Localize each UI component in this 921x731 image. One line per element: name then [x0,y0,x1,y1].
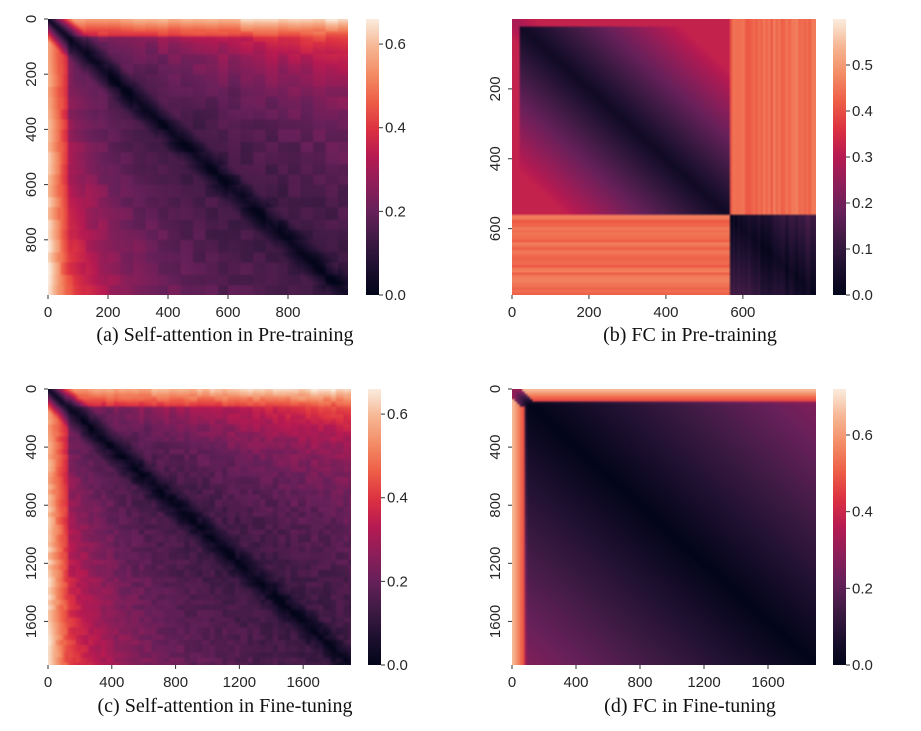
panel-caption: (a) Self-attention in Pre-training [96,324,353,346]
colorbar-tick-label: 0.4 [387,490,408,507]
colorbar-tick-label: 0.2 [387,573,408,590]
x-tick-label: 200 [95,304,120,321]
x-tick-label: 600 [215,304,240,321]
x-tick-label: 0 [44,304,52,321]
y-tick-label: 1600 [23,605,40,638]
y-tick-label: 600 [487,216,504,241]
panel-caption: (c) Self-attention in Fine-tuning [98,695,353,717]
colorbar-tick-label: 0.2 [852,195,873,212]
y-tick-label: 1200 [23,547,40,580]
x-tick-label: 400 [653,304,678,321]
x-tick-label: 800 [275,304,300,321]
colorbar-tick-label: 0.1 [852,241,873,258]
colorbar-tick-label: 0.2 [385,203,406,220]
y-tick-label: 600 [23,172,40,197]
colorbar-tick-label: 0.0 [385,287,406,304]
y-tick-label: 800 [23,493,40,518]
y-tick-label: 400 [487,435,504,460]
colorbar-tick-label: 0.4 [385,120,406,137]
colorbar-tick-label: 0.0 [852,287,873,304]
y-tick-label: 1200 [487,547,504,580]
colorbar-tick-label: 0.4 [852,504,873,521]
heatmap-cells-b [512,19,816,295]
x-tick-label: 0 [508,674,516,691]
y-tick-label: 800 [487,493,504,518]
heatmap-panel-a: 0 200 400 600 800 0 200 400 600 800 0.0 0.2 0.4 0.6 (a… [23,15,406,346]
y-tick-label: 0 [23,385,40,393]
colorbar-tick-label: 0.0 [387,657,408,674]
y-tick-label: 200 [487,76,504,101]
y-tick-label: 800 [23,227,40,252]
x-tick-label: 1200 [223,674,256,691]
x-tick-label: 200 [576,304,601,321]
colorbar-gradient [368,389,381,665]
panel-caption: (b) FC in Pre-training [603,324,777,346]
heatmap-panel-d: 0 400 800 1200 1600 0 400 800 1200 1600 0.0 0.2 0.4 0… [487,385,873,717]
x-tick-label: 1600 [286,674,319,691]
y-tick-label: 400 [487,146,504,171]
x-tick-label: 0 [508,304,516,321]
colorbar-tick-label: 0.2 [852,580,873,597]
x-tick-label: 1600 [751,674,784,691]
x-tick-label: 400 [563,674,588,691]
x-tick-label: 600 [730,304,755,321]
y-tick-label: 200 [23,62,40,87]
colorbar-tick-label: 0.0 [852,657,873,674]
y-tick-label: 0 [23,15,40,23]
heatmap-cells-d [512,389,816,665]
colorbar-tick-label: 0.6 [852,427,873,444]
heatmap-panel-b: 0 200 400 600 200 400 600 0.0 0.1 0.2 0.3 0.4 0.5 (b)… [487,19,873,346]
colorbar-tick-label: 0.3 [852,149,873,166]
heatmap-cells-c [48,389,351,665]
x-tick-label: 0 [44,674,52,691]
y-tick-label: 400 [23,435,40,460]
colorbar-tick-label: 0.6 [387,406,408,423]
x-tick-label: 400 [155,304,180,321]
colorbar-gradient [833,19,846,295]
heatmap-panel-c: 0 400 800 1200 1600 0 400 800 1200 1600 0.0 0.2 0.4 0… [23,385,408,717]
x-tick-label: 800 [627,674,652,691]
x-tick-label: 1200 [687,674,720,691]
y-tick-label: 1600 [487,605,504,638]
heatmap-cells-a [48,19,348,295]
colorbar-gradient [366,19,379,295]
colorbar-tick-label: 0.5 [852,57,873,74]
x-tick-label: 800 [163,674,188,691]
colorbar-gradient [833,389,846,665]
x-tick-label: 400 [99,674,124,691]
colorbar-tick-label: 0.6 [385,36,406,53]
panel-caption: (d) FC in Fine-tuning [604,695,776,717]
y-tick-label: 400 [23,117,40,142]
colorbar-tick-label: 0.4 [852,103,873,120]
y-tick-label: 0 [487,385,504,393]
